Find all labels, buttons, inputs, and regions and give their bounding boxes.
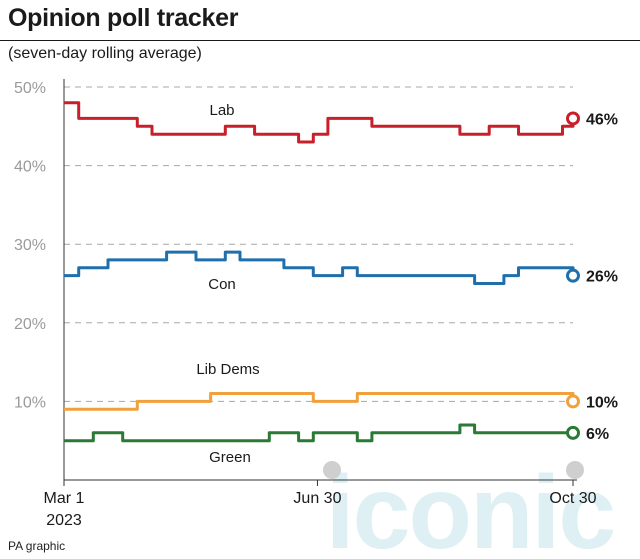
watermark-dot (566, 461, 584, 479)
series-labels: 46% Lab 26% Con 10% Lib Dems 6% Green (196, 102, 618, 466)
axes: Mar 1 2023 Jun 30 Oct 30 (44, 79, 597, 529)
series-end-marker-green (566, 425, 580, 440)
series-end-label-green: 6% (586, 426, 609, 443)
x-tick-label: Mar 1 (44, 490, 85, 507)
x-tick-sublabel: 2023 (46, 512, 82, 529)
series-end-marker-con (566, 268, 580, 283)
series-line-green (64, 423, 573, 443)
title-rule (0, 40, 640, 41)
page-title: Opinion poll tracker (8, 4, 239, 32)
watermark-dot (323, 461, 341, 479)
series-end-marker-lib-dems (566, 394, 580, 409)
y-tick-label: 40% (14, 159, 46, 176)
series-lines (64, 101, 580, 443)
y-tick-label: 10% (14, 394, 46, 411)
series-line-lib-dems (64, 392, 575, 411)
series-name-lib-dems: Lib Dems (196, 361, 259, 378)
y-tick-label: 30% (14, 237, 46, 254)
series-line-con (64, 250, 575, 285)
watermark: iconic (323, 455, 616, 559)
y-tick-label: 20% (14, 316, 46, 333)
source-credit: PA graphic (8, 539, 66, 553)
x-tick-label: Jun 30 (293, 490, 341, 507)
y-tick-label: 50% (14, 80, 46, 97)
series-name-con: Con (208, 276, 236, 293)
series-end-label-lab: 46% (586, 111, 618, 128)
series-end-label-lib-dems: 10% (586, 394, 618, 411)
series-line-lab (64, 101, 575, 144)
series-end-label-con: 26% (586, 269, 618, 286)
x-tick-label: Oct 30 (549, 490, 596, 507)
series-name-green: Green (209, 449, 251, 466)
page-subtitle: (seven-day rolling average) (8, 45, 202, 62)
series-end-marker-lab (566, 111, 580, 126)
series-name-lab: Lab (209, 102, 234, 119)
